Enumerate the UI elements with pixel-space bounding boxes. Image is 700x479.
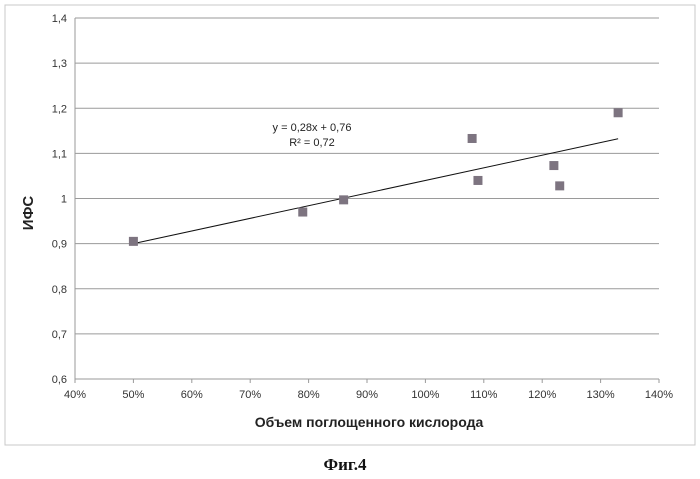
x-tick-label: 80% — [298, 389, 320, 401]
data-point — [339, 195, 348, 204]
data-point — [549, 161, 558, 170]
x-tick-label: 50% — [122, 389, 144, 401]
trendline-r2: R² = 0,72 — [289, 137, 335, 149]
x-tick-label: 90% — [356, 389, 378, 401]
y-tick-label: 0,8 — [52, 284, 67, 296]
data-point — [473, 176, 482, 185]
y-axis-label: ИФС — [20, 196, 37, 231]
x-tick-label: 120% — [528, 389, 556, 401]
x-tick-label: 130% — [587, 389, 615, 401]
trendline-equation: y = 0,28x + 0,76 — [273, 122, 352, 134]
x-tick-label: 40% — [64, 389, 86, 401]
x-tick-label: 110% — [470, 389, 498, 401]
figure-caption: Фиг.4 — [324, 455, 367, 474]
x-axis-label: Объем поглощенного кислорода — [255, 414, 484, 430]
y-tick-label: 0,9 — [52, 239, 67, 251]
x-tick-label: 100% — [411, 389, 439, 401]
data-point — [129, 237, 138, 246]
data-point — [468, 134, 477, 143]
data-point — [614, 108, 623, 117]
x-tick-label: 70% — [239, 389, 261, 401]
y-tick-label: 1,3 — [52, 58, 67, 70]
y-tick-label: 1 — [61, 194, 67, 206]
y-tick-label: 0,7 — [52, 329, 67, 341]
x-tick-label: 140% — [645, 389, 673, 401]
data-point — [555, 181, 564, 190]
y-tick-label: 1,2 — [52, 103, 67, 115]
x-tick-label: 60% — [181, 389, 203, 401]
y-tick-label: 0,6 — [52, 374, 67, 386]
y-tick-label: 1,1 — [52, 148, 67, 160]
y-tick-label: 1,4 — [52, 13, 67, 25]
data-point — [298, 208, 307, 217]
